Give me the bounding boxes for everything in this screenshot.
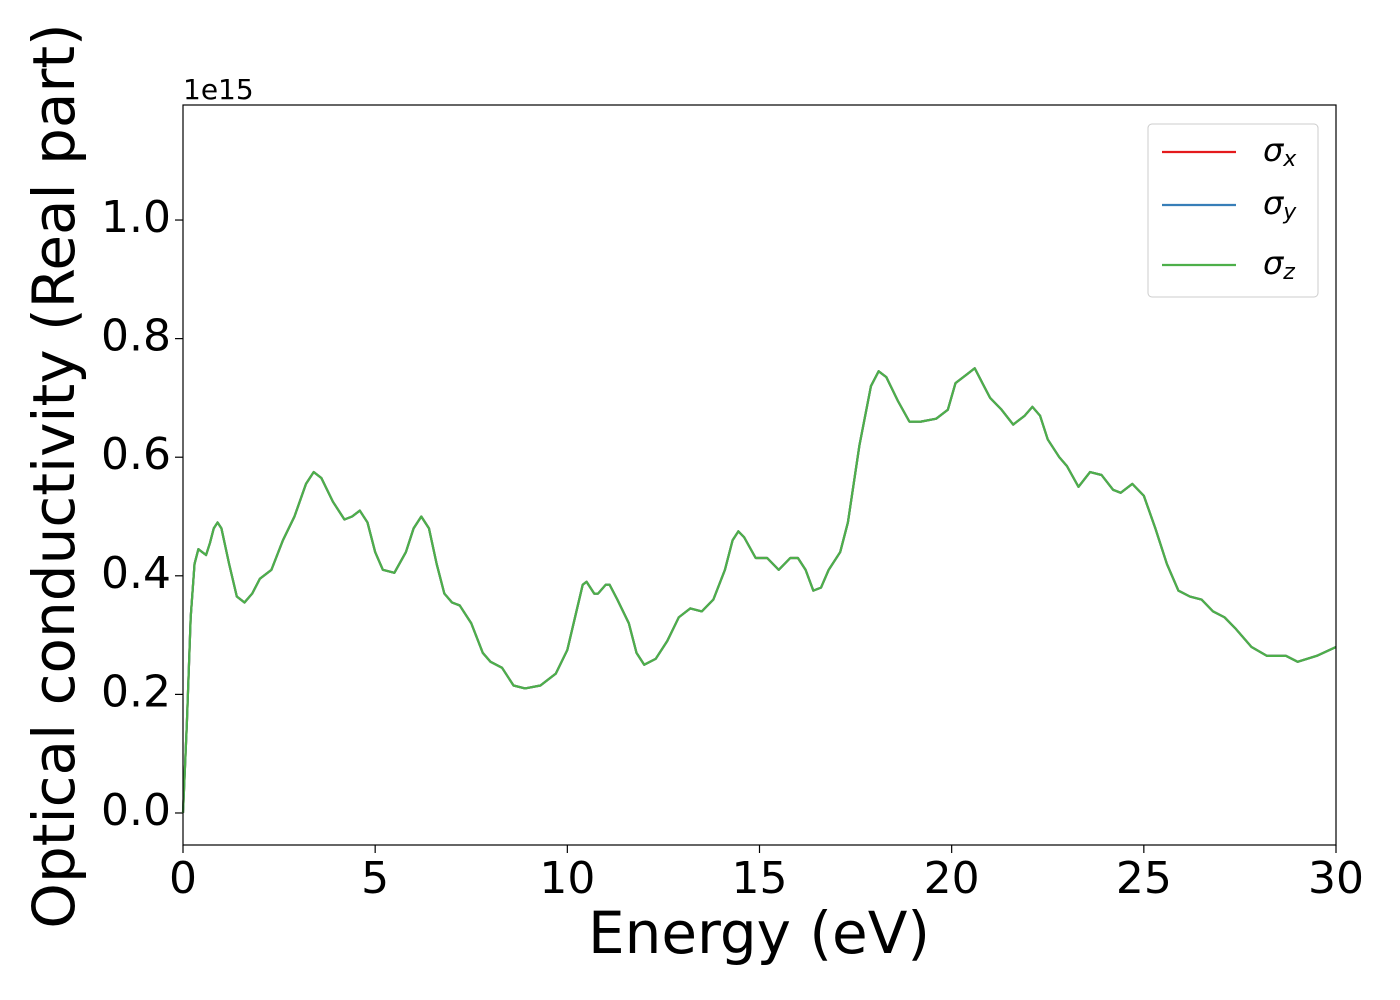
y-tick-label: 0.4 <box>101 548 171 599</box>
x-tick-label: 25 <box>1116 853 1172 904</box>
x-tick-label: 5 <box>361 853 389 904</box>
series-line <box>181 367 1337 814</box>
y-axis-label: Optical conductivity (Real part) <box>20 23 88 928</box>
y-tick-label: 1.0 <box>101 192 171 243</box>
y-tick-label: 0.0 <box>101 785 171 836</box>
x-tick-label: 30 <box>1308 853 1364 904</box>
x-tick-label: 15 <box>732 853 788 904</box>
y-axis-offset: 1e15 <box>183 73 254 106</box>
legend-label: σz <box>1263 244 1295 285</box>
plot-frame <box>182 104 1337 846</box>
x-tick-label: 0 <box>169 853 197 904</box>
legend-label: σx <box>1263 131 1297 172</box>
y-tick-label: 0.6 <box>101 429 171 480</box>
legend-box <box>1147 123 1319 298</box>
legend-label: σy <box>1263 184 1297 225</box>
y-tick-label: 0.8 <box>101 311 171 362</box>
x-tick-label: 10 <box>539 853 595 904</box>
y-tick-label: 0.2 <box>101 666 171 717</box>
x-axis-label: Energy (eV) <box>588 899 930 967</box>
x-tick-label: 20 <box>924 853 980 904</box>
